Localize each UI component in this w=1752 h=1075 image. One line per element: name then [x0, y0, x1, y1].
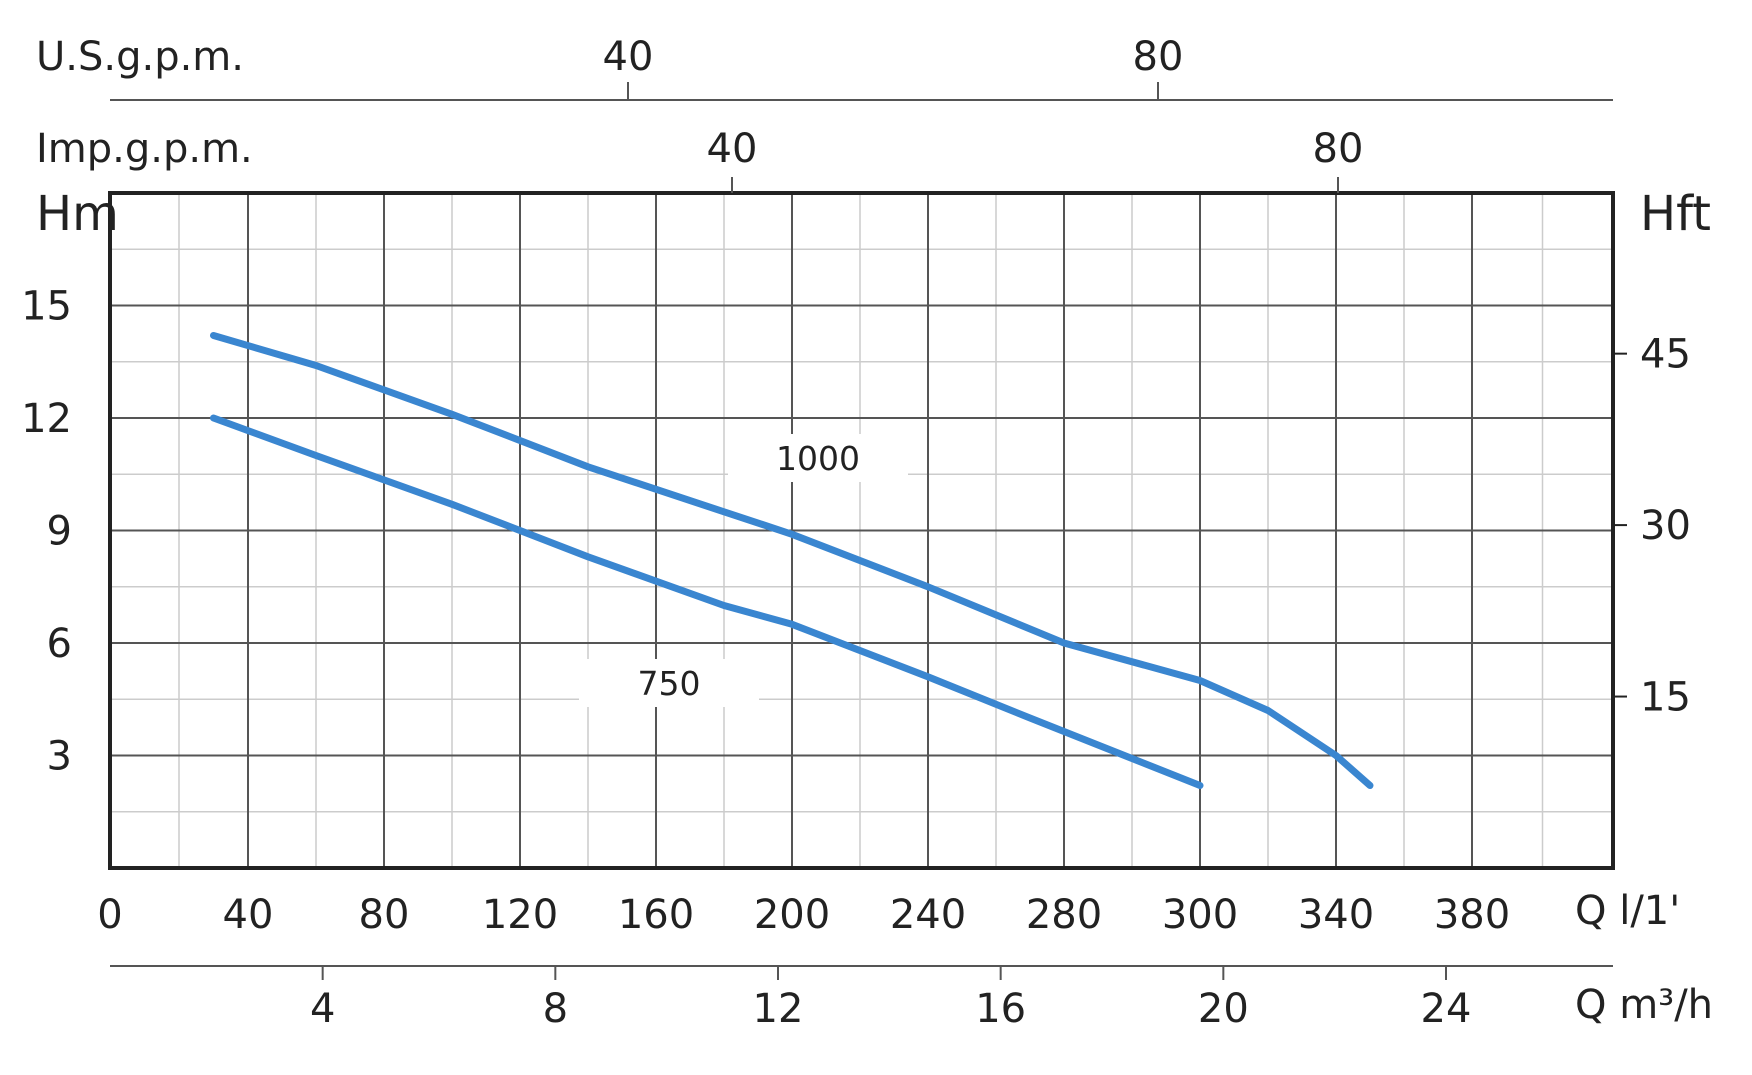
x-tick-label: 160: [618, 892, 694, 938]
x-tick-label: 240: [890, 892, 966, 938]
x-tick-label: 340: [1298, 892, 1374, 938]
m3h-tick-label: 16: [975, 986, 1026, 1032]
y2-axis-title: Hft: [1640, 186, 1711, 242]
m3h-tick-label: 12: [753, 986, 804, 1032]
imp-gpm-tick-label: 40: [707, 126, 758, 172]
imp-gpm-axis-title: Imp.g.p.m.: [36, 126, 253, 172]
y-tick-label: 9: [47, 509, 72, 555]
m3h-tick-label: 8: [543, 986, 568, 1032]
curve-label-1000: 1000: [776, 439, 860, 478]
x-tick-label: 280: [1026, 892, 1102, 938]
y2-tick-label: 45: [1640, 332, 1691, 378]
imp-gpm-tick-label: 80: [1313, 126, 1364, 172]
y2-tick-label: 15: [1640, 675, 1691, 721]
curve-750: [210, 414, 1204, 789]
us-gpm-axis-title: U.S.g.p.m.: [36, 34, 244, 80]
y-tick-label: 6: [47, 621, 72, 667]
m3h-tick-label: 4: [310, 986, 335, 1032]
curve-label-bg: [579, 659, 759, 707]
us-gpm-tick-label: 40: [603, 34, 654, 80]
y-tick-label: 3: [47, 734, 72, 780]
y-tick-label: 15: [21, 284, 72, 330]
x-tick-label: 120: [482, 892, 558, 938]
plot-frame: [108, 191, 1615, 870]
y-axis-title: Hm: [36, 186, 119, 242]
y-tick-label: 12: [21, 396, 72, 442]
x-tick-label: 40: [223, 892, 274, 938]
m3h-tick-label: 24: [1421, 986, 1472, 1032]
x-axis-title: Q l/1': [1575, 888, 1680, 934]
y2-tick-label: 30: [1640, 503, 1691, 549]
us-gpm-tick-label: 80: [1133, 34, 1184, 80]
x-tick-label: 300: [1162, 892, 1238, 938]
m3h-tick-label: 20: [1198, 986, 1249, 1032]
x-tick-label: 0: [97, 892, 122, 938]
x-tick-label: 200: [754, 892, 830, 938]
curve-1000: [210, 332, 1374, 789]
m3h-axis-title: Q m³/h: [1575, 982, 1713, 1028]
x-tick-label: 380: [1434, 892, 1510, 938]
x-tick-label: 80: [359, 892, 410, 938]
curve-label-750: 750: [638, 664, 701, 703]
curve-label-bg: [728, 434, 908, 482]
